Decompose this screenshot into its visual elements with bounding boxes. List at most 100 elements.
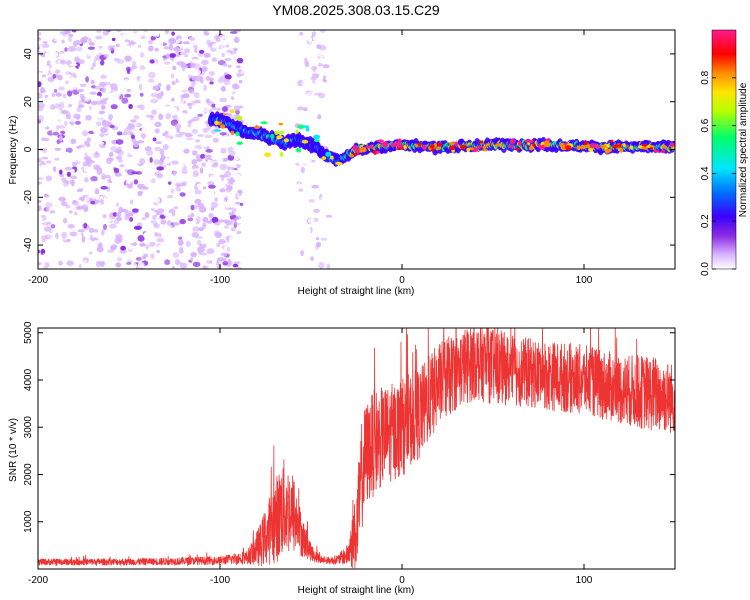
signal-hotspot [214,129,221,132]
signal-hotspot [253,125,261,129]
noise-blob [325,129,331,136]
x-tick-label: 100 [576,275,593,286]
noise-blob [232,83,239,90]
noise-blob [152,212,157,216]
noise-blob [46,166,51,174]
signal-hotspot [532,143,536,147]
noise-blob [175,133,184,138]
noise-blob [74,127,78,132]
noise-blob [208,184,216,189]
snr-x-ticks: -200 -100 0 100 [28,328,593,586]
noise-blob [63,217,68,224]
noise-blob [68,35,73,43]
noise-blob [208,71,215,76]
noise-blob [113,66,120,73]
noise-blob [158,225,166,232]
colorbar-ticks: 0.0 0.2 0.4 0.6 0.8 [700,70,736,276]
signal-hotspot [391,142,396,148]
noise-blob [205,189,213,195]
noise-blob [133,179,139,185]
noise-blob [193,44,198,49]
noise-blob [58,134,63,142]
spectrogram-y-ticks: 40 20 0 -20 -40 [23,48,675,252]
noise-blob [220,86,226,92]
noise-blob [191,81,195,89]
noise-blob [117,73,125,78]
signal-hotspot [514,147,520,151]
noise-blob [180,99,185,105]
x-tick-label: 0 [399,575,405,586]
noise-blob [176,47,184,51]
signal-hotspot [359,148,364,153]
noise-blob [194,47,198,54]
noise-blob [89,219,94,226]
signal-hotspot [476,145,482,149]
noise-blob [162,122,169,128]
noise-blob [55,69,61,75]
noise-blob [237,49,245,54]
noise-blob [218,35,225,40]
noise-blob [143,232,151,239]
noise-blob [323,211,328,214]
noise-blob [49,210,56,214]
noise-blob [108,223,117,229]
noise-blob [114,50,123,56]
noise-blob [89,234,93,240]
noise-blob [93,217,101,222]
y-tick-label: 3000 [23,416,34,439]
noise-blob [233,36,240,44]
spectrogram-ylabel: Frequency (Hz) [8,116,19,185]
noise-blob [314,192,320,197]
signal-hotspot [430,148,435,152]
noise-blob [166,84,171,91]
noise-blob [158,41,163,47]
noise-blob [232,92,241,100]
noise-blob [214,197,219,202]
noise-blob [129,90,137,95]
signal-hotspot [494,143,501,147]
noise-blob [83,165,92,172]
noise-blob [94,166,100,171]
signal-hotspot [528,146,534,151]
noise-blob [212,239,219,243]
noise-blob [197,134,205,137]
signal-hotspot [278,130,285,135]
noise-blob [156,208,165,214]
noise-blob [170,188,175,194]
noise-blob [316,44,322,49]
noise-blob [168,133,174,137]
noise-blob [171,97,175,102]
noise-blob [61,226,67,231]
noise-blob [179,248,184,254]
noise-blob [195,216,201,223]
noise-blob [116,212,121,218]
noise-blob [325,76,333,81]
noise-blob [172,252,180,258]
signal-hotspot [638,145,643,149]
noise-blob [78,59,85,65]
noise-blob [163,191,169,195]
signal-hotspot [352,152,359,156]
noise-blob [122,234,129,238]
noise-blob [125,192,131,199]
noise-blob [182,93,190,99]
noise-blob [210,85,216,89]
noise-blob [98,220,103,225]
noise-blob [144,146,152,152]
noise-blob [97,242,103,248]
noise-blob [315,175,323,181]
noise-blob [218,238,226,245]
noise-blob [296,227,301,235]
noise-blob [229,236,233,243]
signal-hotspot [352,145,358,149]
noise-blob [174,259,180,266]
noise-blob [152,214,157,221]
noise-blob [190,252,197,258]
noise-blob [227,90,233,96]
noise-blob [50,228,58,233]
noise-blob [164,259,171,266]
noise-blob [179,85,184,90]
noise-blob [224,58,232,61]
noise-blob [193,147,200,151]
y-tick-label: 2000 [23,463,34,486]
